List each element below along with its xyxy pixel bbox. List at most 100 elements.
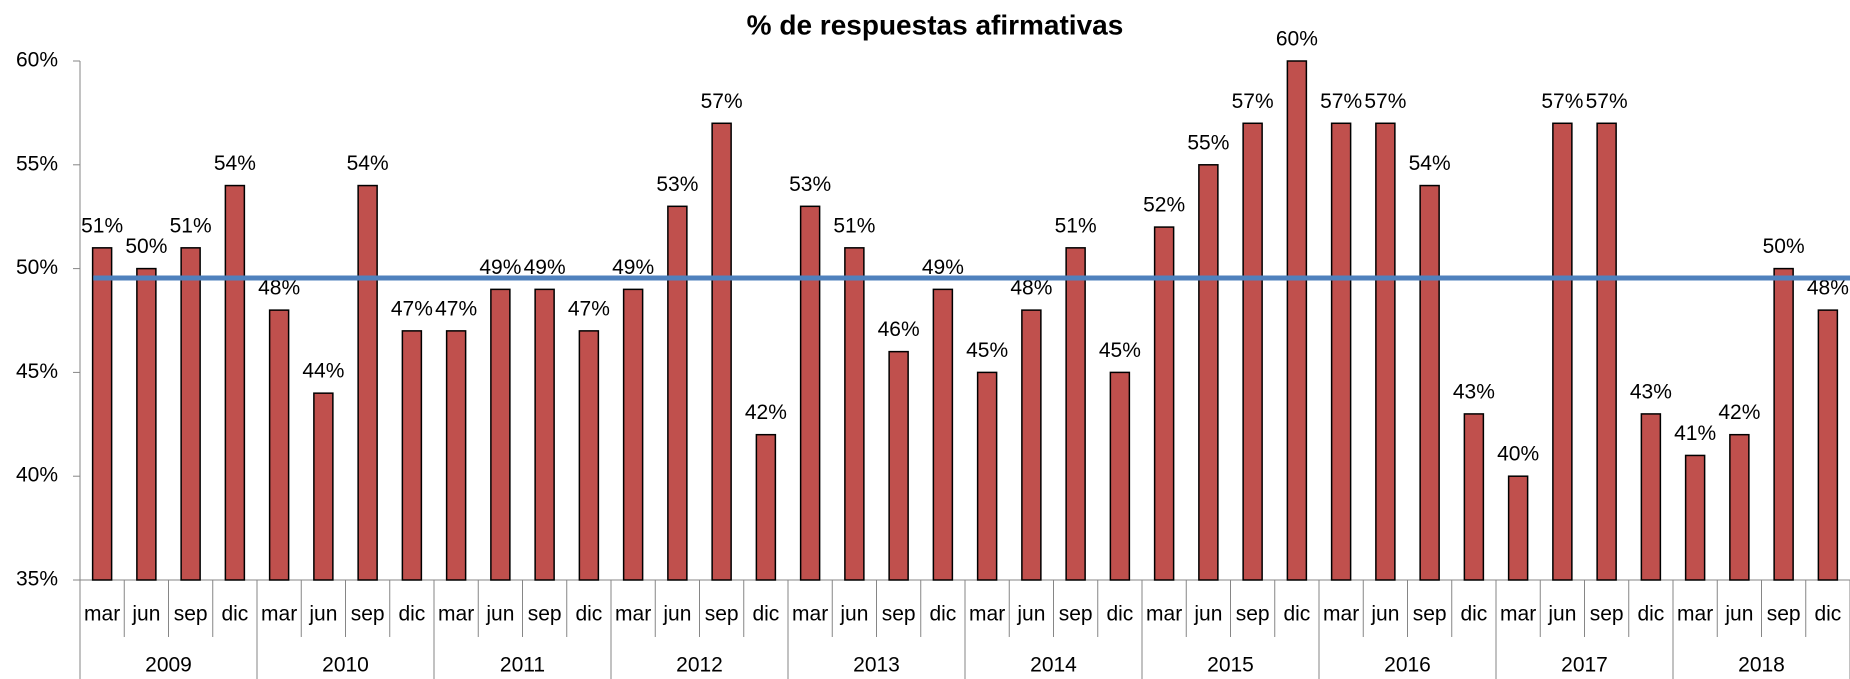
value-label: 49% [922, 256, 964, 279]
bar [490, 288, 511, 581]
value-label: 49% [479, 256, 521, 279]
year-label: 2012 [676, 654, 723, 677]
x-tick-label: jun [485, 603, 514, 626]
bar [1684, 454, 1706, 581]
x-tick-label: jun [1370, 603, 1399, 626]
bar [268, 309, 290, 581]
x-tick-label: dic [221, 603, 248, 626]
bar [1330, 122, 1352, 581]
bar [1109, 371, 1131, 581]
bar [1817, 309, 1839, 581]
bar [976, 371, 998, 581]
year-label: 2014 [1030, 654, 1077, 677]
bar [1596, 122, 1617, 581]
x-tick-label: mar [1500, 603, 1536, 626]
x-tick-label: mar [438, 603, 474, 626]
value-label: 42% [745, 401, 787, 424]
year-label: 2010 [322, 654, 369, 677]
value-label: 48% [1807, 277, 1849, 300]
x-tick-label: dic [1637, 603, 1664, 626]
bar [755, 433, 777, 581]
value-label: 48% [258, 277, 300, 300]
x-tick-label: jun [1547, 603, 1576, 626]
value-label: 60% [1276, 28, 1318, 51]
year-label: 2015 [1207, 654, 1254, 677]
value-label: 54% [1409, 152, 1451, 175]
bar [1065, 247, 1086, 581]
value-label: 52% [1143, 194, 1185, 217]
x-tick-label: sep [882, 603, 916, 626]
year-label: 2009 [145, 654, 192, 677]
value-label: 51% [81, 214, 123, 237]
value-label: 54% [347, 152, 389, 175]
value-label: 55% [1187, 131, 1229, 154]
bar [534, 288, 555, 581]
x-tick-label: jun [1724, 603, 1753, 626]
value-label: 47% [435, 297, 477, 320]
x-tick-label: sep [1767, 603, 1801, 626]
bar [136, 267, 157, 581]
bar [667, 205, 688, 581]
x-tick-label: dic [1460, 603, 1487, 626]
year-label: 2017 [1561, 654, 1608, 677]
value-label: 53% [656, 173, 698, 196]
bar [711, 122, 732, 581]
x-tick-label: mar [969, 603, 1005, 626]
x-tick-label: mar [261, 603, 297, 626]
bar [1773, 267, 1794, 581]
value-label: 50% [125, 235, 167, 258]
value-label: 47% [391, 297, 433, 320]
x-tick-label: mar [1146, 603, 1182, 626]
value-label: 43% [1630, 380, 1672, 403]
bar [1198, 164, 1219, 581]
value-label: 44% [302, 360, 344, 383]
bar [1419, 184, 1440, 581]
value-label: 51% [170, 214, 212, 237]
x-tick-label: sep [351, 603, 385, 626]
x-tick-label: dic [1283, 603, 1310, 626]
chart-title: % de respuestas afirmativas [747, 9, 1124, 40]
x-tick-label: dic [398, 603, 425, 626]
bar [622, 288, 644, 581]
value-label: 42% [1718, 401, 1760, 424]
x-tick-label: dic [752, 603, 779, 626]
x-tick-label: dic [929, 603, 956, 626]
bar [844, 247, 865, 581]
year-label: 2016 [1384, 654, 1431, 677]
bar [313, 392, 334, 581]
bar [888, 350, 909, 581]
year-label: 2011 [500, 654, 545, 677]
bar [1242, 122, 1263, 581]
bar [357, 184, 378, 581]
bar [1640, 413, 1662, 581]
x-tick-label: sep [1590, 603, 1624, 626]
value-label: 41% [1674, 422, 1716, 445]
value-label: 43% [1453, 380, 1495, 403]
x-tick-label: dic [1814, 603, 1841, 626]
y-tick-label: 40% [16, 464, 58, 487]
bar [1021, 309, 1042, 581]
value-label: 40% [1497, 443, 1539, 466]
x-tick-label: jun [1016, 603, 1045, 626]
x-tick-label: dic [1106, 603, 1133, 626]
x-tick-label: mar [792, 603, 828, 626]
y-tick-label: 50% [16, 256, 58, 279]
x-tick-label: sep [1413, 603, 1447, 626]
value-label: 47% [568, 297, 610, 320]
bar [1552, 122, 1573, 581]
x-tick-label: jun [131, 603, 160, 626]
x-tick-label: sep [1236, 603, 1270, 626]
x-tick-label: mar [1323, 603, 1359, 626]
bar [1507, 475, 1529, 581]
bar [224, 184, 246, 581]
value-label: 51% [833, 214, 875, 237]
value-label: 57% [1541, 90, 1583, 113]
bar [578, 330, 600, 581]
bar [1375, 122, 1396, 581]
y-tick-label: 45% [16, 360, 58, 383]
bar [1463, 413, 1485, 581]
year-label: 2013 [853, 654, 900, 677]
x-tick-label: mar [84, 603, 120, 626]
x-tick-label: jun [662, 603, 691, 626]
